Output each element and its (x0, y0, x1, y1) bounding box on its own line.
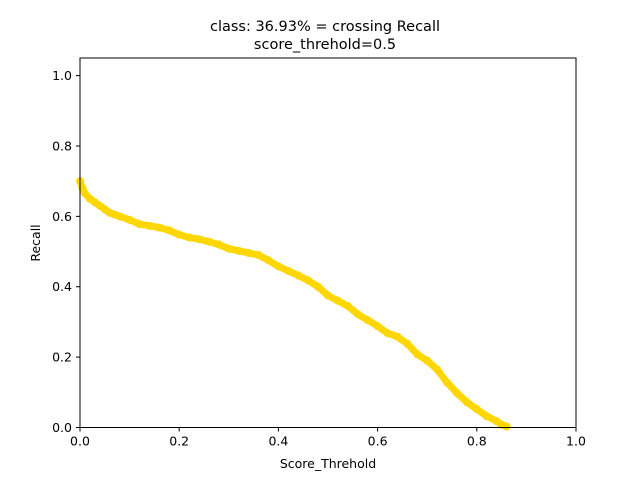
data-point (234, 246, 243, 255)
data-point (383, 329, 392, 338)
y-tick-label: 1.0 (52, 68, 72, 83)
data-point (502, 422, 511, 431)
data-point (472, 405, 481, 414)
data-point (314, 282, 323, 291)
data-point (244, 248, 253, 257)
data-point (214, 240, 223, 249)
data-point (185, 233, 194, 242)
x-tick-label: 0.6 (368, 434, 388, 449)
x-axis: 0.0 0.2 0.4 0.6 0.8 1.0 (70, 427, 586, 449)
y-tick-label: 0.6 (52, 209, 72, 224)
x-axis-label: Score_Threhold (280, 456, 376, 471)
data-point (80, 189, 89, 198)
data-point (423, 356, 432, 365)
x-tick-label: 0.8 (467, 434, 487, 449)
data-point (145, 221, 154, 230)
data-point (443, 378, 452, 387)
y-axis: 0.0 0.2 0.4 0.6 0.8 1.0 (52, 68, 80, 435)
data-point (353, 310, 362, 319)
data-point (452, 389, 461, 398)
chart-title: class: 36.93% = crossing Recall (210, 19, 440, 35)
data-point (165, 226, 174, 235)
data-point (115, 212, 124, 221)
data-point (204, 237, 213, 246)
data-point (254, 251, 263, 260)
data-point (343, 302, 352, 311)
plot-area (76, 57, 577, 431)
y-axis-label: Recall (28, 224, 43, 261)
data-point (373, 322, 382, 331)
data-point (363, 316, 372, 325)
x-tick-label: 0.2 (169, 434, 189, 449)
data-point (304, 276, 313, 285)
series-line (76, 177, 511, 430)
data-point (403, 339, 412, 348)
data-point (294, 271, 303, 280)
data-point (393, 332, 402, 341)
data-point (195, 235, 204, 244)
data-point (224, 244, 233, 253)
data-point (264, 256, 273, 265)
data-point (155, 223, 164, 232)
series-layer (76, 177, 511, 431)
x-tick-label: 0.0 (70, 434, 90, 449)
plot-frame (79, 57, 577, 428)
data-point (462, 398, 471, 407)
y-tick-label: 0.8 (52, 138, 72, 153)
y-tick-label: 0.4 (52, 279, 72, 294)
data-point (413, 350, 422, 359)
x-tick-label: 1.0 (566, 434, 586, 449)
y-tick-label: 0.2 (52, 350, 72, 365)
x-tick-label: 0.4 (268, 434, 288, 449)
data-point (433, 365, 442, 374)
data-point (482, 412, 491, 421)
data-point (333, 296, 342, 305)
y-tick-label: 0.0 (52, 420, 72, 435)
data-point (284, 266, 293, 275)
data-point (324, 291, 332, 300)
data-point (175, 230, 184, 239)
data-point (135, 220, 144, 229)
data-point (274, 262, 283, 271)
chart-subtitle: score_threhold=0.5 (254, 37, 396, 53)
data-point (125, 215, 134, 224)
